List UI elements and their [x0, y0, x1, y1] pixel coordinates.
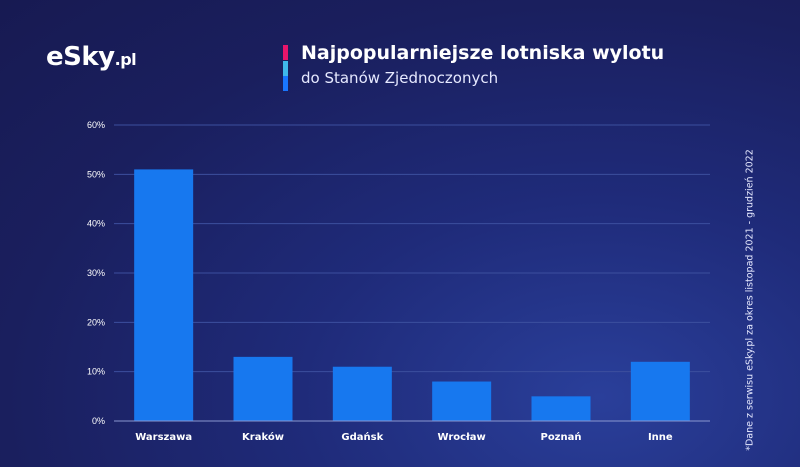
- x-category-label: Inne: [648, 432, 673, 443]
- bar-4: [531, 396, 591, 421]
- accent-segment-pink: [283, 45, 288, 60]
- logo-text: eSky: [46, 42, 115, 72]
- source-note: *Dane z serwisu eSky.pl za okres listopa…: [745, 149, 770, 451]
- x-category-label: Warszawa: [135, 432, 192, 443]
- title-accent-bar: [283, 45, 288, 91]
- x-category-label: Poznań: [540, 431, 581, 443]
- bar-3: [432, 381, 492, 421]
- accent-segment-cyan: [283, 60, 288, 76]
- x-category-label: Kraków: [242, 431, 284, 443]
- y-tick-label: 40%: [87, 219, 105, 229]
- y-tick-label: 20%: [87, 317, 105, 327]
- y-tick-label: 50%: [87, 169, 105, 179]
- bar-5: [630, 361, 690, 421]
- source-note-text: *Dane z serwisu eSky.pl za okres listopa…: [744, 149, 756, 451]
- y-tick-label: 0%: [92, 416, 105, 426]
- x-category-label: Wrocław: [438, 432, 486, 443]
- y-tick-label: 30%: [87, 268, 105, 278]
- y-tick-label: 10%: [87, 367, 105, 377]
- esky-logo: eSky.pl: [46, 42, 137, 72]
- y-tick-label: 60%: [87, 120, 105, 130]
- accent-segment-blue: [283, 76, 288, 91]
- x-category-label: Gdańsk: [341, 431, 383, 443]
- chart-title: Najpopularniejsze lotniska wylotu: [301, 42, 665, 64]
- bar-1: [233, 356, 293, 421]
- logo-suffix: .pl: [114, 50, 137, 69]
- bar-2: [332, 366, 392, 421]
- chart-subtitle: do Stanów Zjednoczonych: [301, 69, 499, 87]
- bar-0: [134, 169, 194, 421]
